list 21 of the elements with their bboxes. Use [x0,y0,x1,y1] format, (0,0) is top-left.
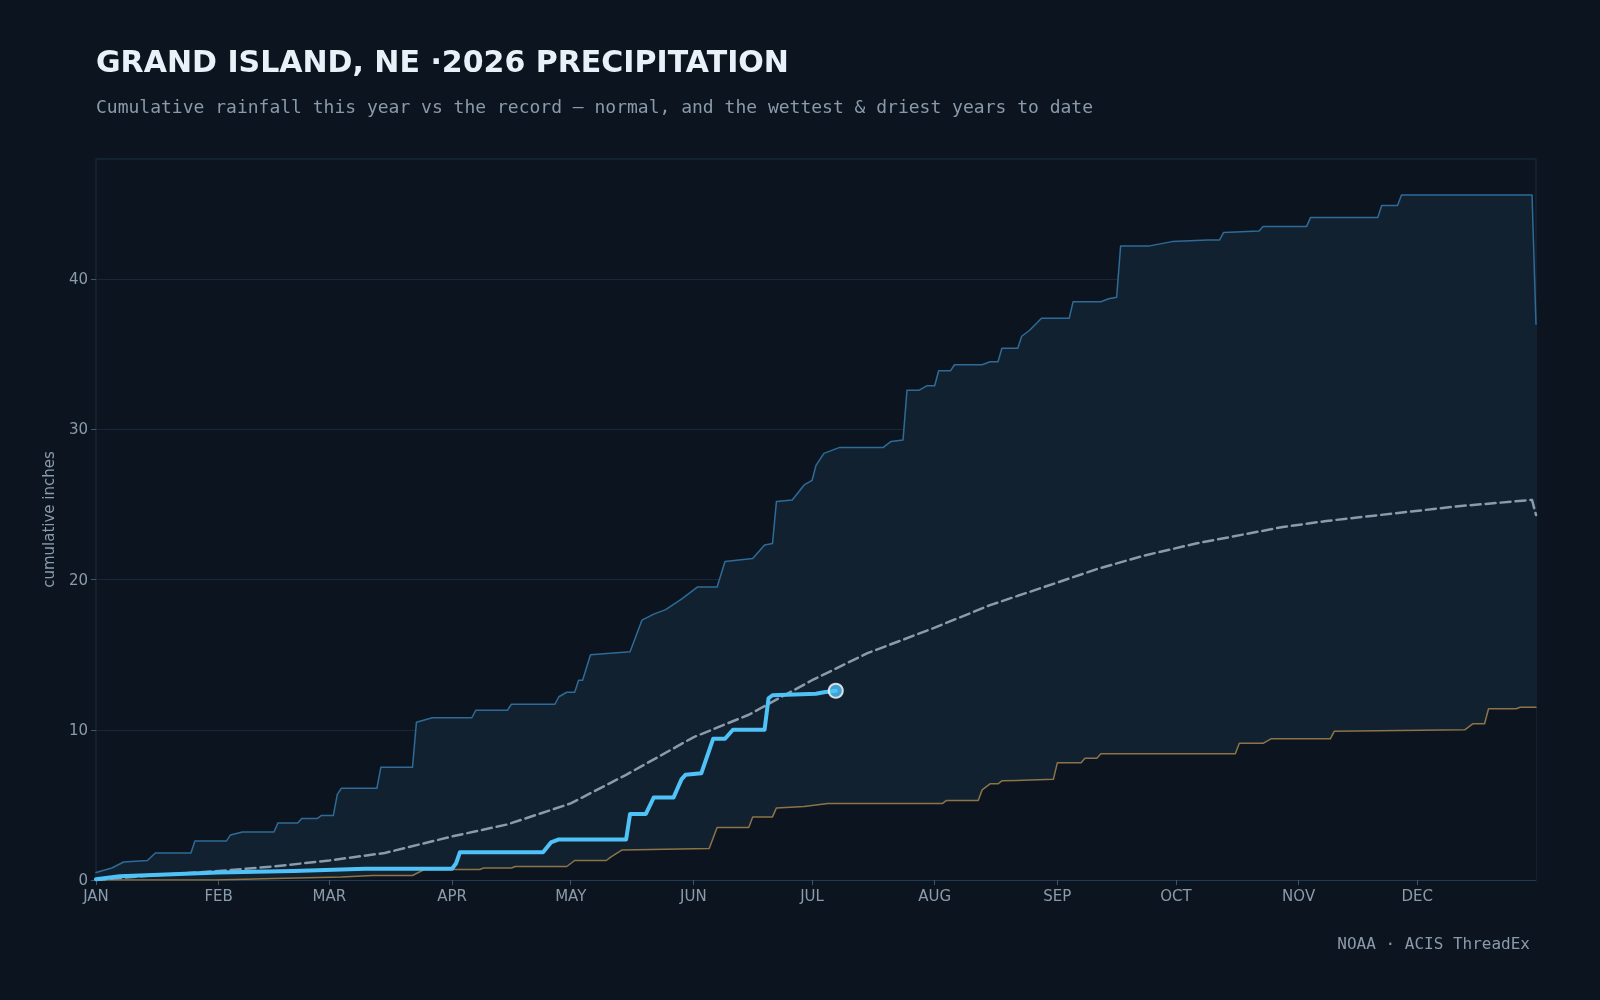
x-tick-label: JAN [82,886,109,905]
x-tick-label: OCT [1160,886,1193,905]
y-tick-label: 30 [68,420,88,439]
x-tick-label: APR [437,886,467,905]
x-tick-label: SEP [1043,886,1072,905]
x-tick-label: MAY [555,886,588,905]
x-tick-label: JUL [799,886,825,905]
chart-subtitle: Cumulative rainfall this year vs the record — normal, and the wettest & driest years to date [96,96,1093,117]
x-tick-label: JUN [679,886,707,905]
text: NOAA · ACIS ThreadEx [1337,934,1530,953]
y-axis-title: cumulative inches [39,451,58,588]
y-tick-label: 0 [78,871,88,889]
x-tick-label: NOV [1282,886,1316,905]
x-tick-label: AUG [918,886,952,905]
x-tick-label: FEB [204,886,233,905]
y-tick-label: 10 [68,720,88,739]
chart-title: GRAND ISLAND, NE ·2026 PRECIPITATION [96,44,789,79]
x-tick-label: MAR [312,886,347,905]
x-tick-label: DEC [1401,886,1434,905]
y-tick-label: 20 [68,570,88,589]
y-tick-label: 40 [68,270,88,289]
